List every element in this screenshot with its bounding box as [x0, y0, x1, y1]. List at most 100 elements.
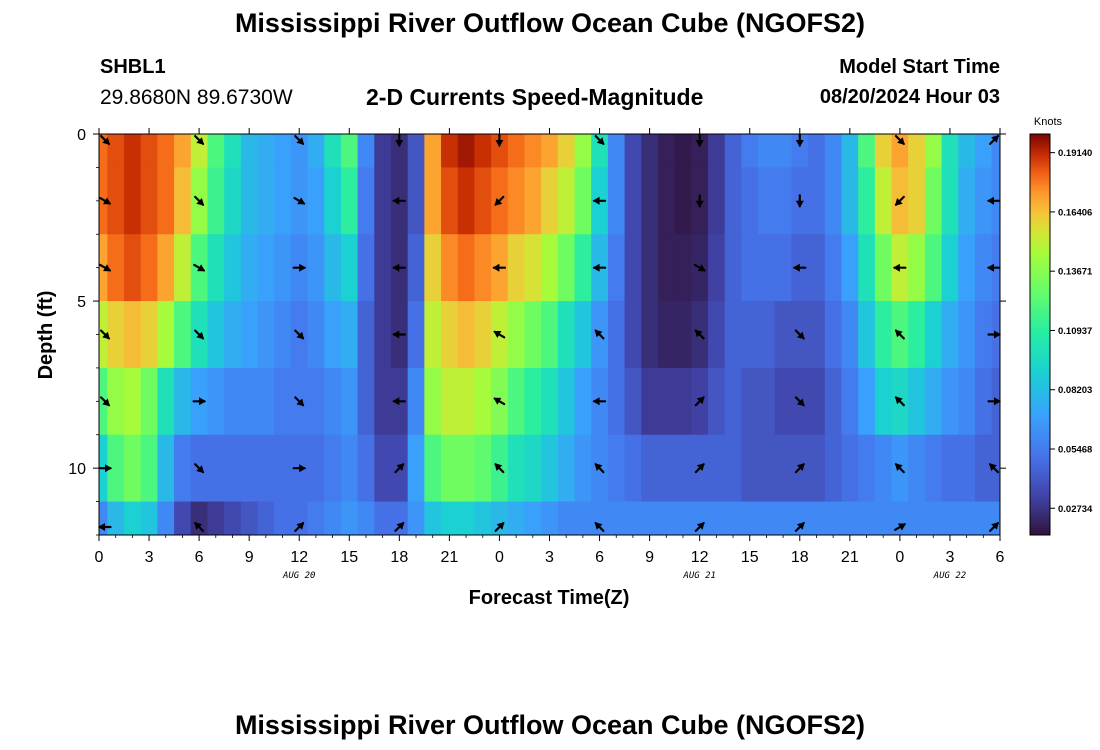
heatmap-cell — [741, 167, 759, 235]
heatmap-cell — [874, 501, 893, 535]
colorbar: 0.19140 0.16406 0.13671 0.10937 0.08203 0.054… — [1029, 133, 1093, 536]
current-vector-arrow — [594, 329, 605, 340]
heatmap-cell — [657, 134, 676, 169]
heatmap-cell — [641, 367, 659, 436]
heatmap-cell — [808, 167, 826, 235]
plot-axes: 0 3 6 9 12 15 18 21 0 3 6 9 12 15 18 21 0 3 6 0 5 10 AUG 20 AUG… — [68, 127, 1006, 581]
y-tick-label: 10 — [68, 461, 86, 478]
current-vector-arrow — [988, 463, 1000, 474]
heatmap-cell — [140, 134, 158, 169]
colorbar-tick-label: 0.05468 — [1058, 444, 1092, 455]
heatmap-cell — [858, 167, 876, 235]
heatmap-cell — [307, 367, 325, 436]
heatmap-cell — [124, 134, 142, 169]
heatmap-cell — [624, 167, 642, 235]
heatmap-cell — [657, 234, 676, 302]
heatmap-cell — [307, 134, 325, 169]
x-tick-label: 3 — [545, 549, 554, 566]
heatmap-cell — [174, 434, 192, 503]
heatmap-cell — [974, 501, 993, 535]
heatmap-cell — [541, 501, 559, 535]
heatmap-cell — [674, 301, 692, 369]
current-vector-arrow — [492, 263, 506, 272]
heatmap-cell — [607, 134, 626, 169]
current-vector-arrow — [194, 135, 205, 145]
current-vector-arrow — [99, 329, 111, 340]
current-vector-arrow — [99, 396, 111, 407]
heatmap-cell — [390, 134, 409, 169]
heatmap-cell — [974, 367, 993, 436]
current-vector-arrow — [792, 263, 807, 272]
heatmap-cell — [99, 501, 108, 535]
current-vector-arrow — [99, 135, 111, 145]
heatmap-cell — [124, 367, 142, 436]
heatmap-cell — [758, 367, 776, 436]
current-vector-arrow — [894, 329, 905, 340]
heatmap-cell — [124, 301, 142, 369]
heatmap-cell — [257, 134, 275, 169]
heatmap-cell — [190, 501, 209, 535]
heatmap-cell — [774, 501, 793, 535]
heatmap-cell — [290, 501, 309, 535]
heatmap-cell — [808, 134, 826, 169]
heatmap-cell — [574, 234, 592, 302]
heatmap-cell — [591, 501, 609, 535]
current-vector-arrow — [695, 133, 704, 147]
heatmap-cell — [858, 234, 876, 302]
current-vector-arrow — [294, 396, 305, 407]
current-vector-arrow — [194, 329, 205, 340]
heatmap-cell — [991, 434, 1000, 503]
heatmap-cell — [657, 301, 676, 369]
main-title: Mississippi River Outflow Ocean Cube (NG… — [234, 8, 866, 38]
heatmap-cell — [257, 434, 275, 503]
heatmap-cell — [374, 434, 392, 503]
current-vector-arrow — [693, 263, 706, 272]
heatmap-cell — [974, 134, 993, 169]
heatmap-cell — [457, 167, 476, 235]
current-vector-arrow — [294, 329, 305, 340]
heatmap-cell — [841, 501, 859, 535]
heatmap-cell — [641, 501, 659, 535]
heatmap-cell — [457, 134, 476, 169]
heatmap-cell — [858, 501, 876, 535]
heatmap-cell — [324, 134, 342, 169]
colorbar-tick-label: 0.13671 — [1058, 267, 1093, 278]
heatmap-cell — [874, 301, 893, 369]
heatmap-cell — [941, 501, 959, 535]
heatmap-cell — [724, 367, 742, 436]
heatmap-cell — [240, 501, 259, 535]
x-tick-label: 21 — [440, 549, 458, 566]
heatmap-cell — [274, 167, 292, 235]
heatmap-cell — [107, 367, 125, 436]
heatmap-cell — [524, 234, 542, 302]
current-vector-arrow — [794, 521, 805, 533]
heatmap-cell — [991, 501, 1000, 535]
heatmap-cell — [641, 434, 659, 503]
heatmap-cell — [357, 134, 375, 169]
heatmap-cell — [507, 167, 526, 235]
heatmap-cell — [324, 501, 342, 535]
heatmap-cell — [441, 367, 459, 436]
colorbar-ramp — [1029, 133, 1051, 536]
current-vector-arrow — [192, 397, 207, 406]
heatmap-cell — [841, 234, 859, 302]
heatmap-cell — [124, 501, 142, 535]
heatmap-cell — [257, 367, 275, 436]
heatmap-cell — [541, 234, 559, 302]
speed-heatmap-chart: 0 3 6 9 12 15 18 21 0 3 6 9 12 15 18 21 0 3 6 0 5 10 AUG 20 AUG… — [35, 116, 1093, 609]
heatmap-cell — [541, 367, 559, 436]
current-vector-arrow — [494, 463, 505, 474]
date-label: AUG 22 — [933, 571, 967, 581]
heatmap-cell — [708, 501, 726, 535]
heatmap-cell — [758, 501, 776, 535]
x-tick-label: 15 — [340, 549, 358, 566]
heatmap-cell — [541, 167, 559, 235]
heatmap-cell — [474, 367, 492, 436]
current-vector-arrow — [294, 521, 305, 533]
heatmap-cell — [958, 434, 976, 503]
heatmap-cell — [107, 301, 125, 369]
heatmap-cell — [574, 367, 592, 436]
heatmap-cell — [207, 167, 225, 235]
heatmap-cell — [941, 234, 959, 302]
heatmap-cell — [290, 134, 309, 169]
